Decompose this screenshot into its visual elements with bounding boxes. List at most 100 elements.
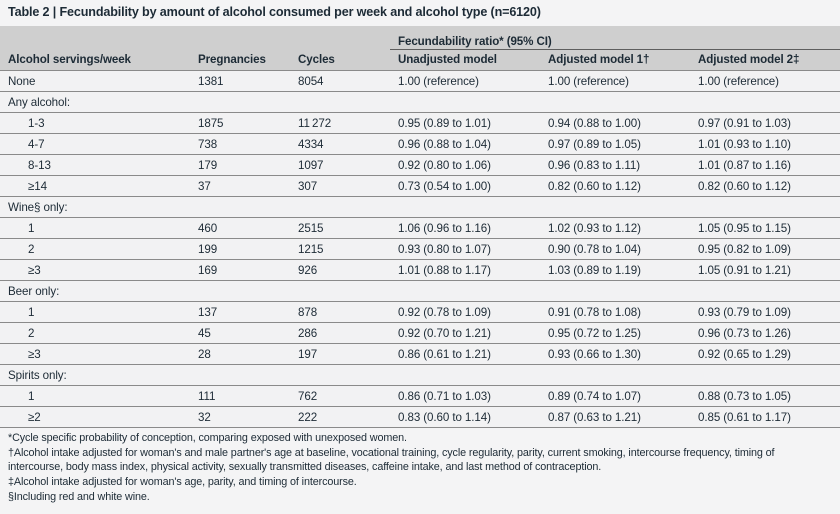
column-header-cycles: Cycles — [290, 49, 390, 71]
cell-servings-label: Any alcohol: — [0, 91, 190, 113]
cell-pregnancies: 45 — [190, 322, 290, 344]
table-row: ≥14 37 307 0.73 (0.54 to 1.00) 0.82 (0.60 to… — [0, 175, 840, 197]
table-row: 1 137 878 0.92 (0.78 to 1.09) 0.91 (0.78 to … — [0, 301, 840, 323]
column-header-adjusted-model-2: Adjusted model 2‡ — [690, 49, 840, 71]
fecundability-table: Fecundability ratio* (95% CI) Alcohol se… — [0, 26, 840, 428]
cell-pregnancies: 32 — [190, 406, 290, 428]
cell-unadjusted-model: 0.92 (0.70 to 1.21) — [390, 322, 540, 344]
cell-adjusted-model-1: 0.94 (0.88 to 1.00) — [540, 112, 690, 134]
cell-adjusted-model-1: 0.89 (0.74 to 1.07) — [540, 385, 690, 407]
cell-unadjusted-model: 0.96 (0.88 to 1.04) — [390, 133, 540, 155]
cell-pregnancies: 738 — [190, 133, 290, 155]
cell-cycles: 762 — [290, 385, 390, 407]
cell-adjusted-model-2: 1.01 (0.93 to 1.10) — [690, 133, 840, 155]
cell-cycles: 926 — [290, 259, 390, 281]
group-header-spacer-1 — [190, 26, 290, 50]
cell-unadjusted-model: 1.01 (0.88 to 1.17) — [390, 259, 540, 281]
cell-servings-label: 8-13 — [0, 154, 190, 176]
table-group-row: Wine§ only: — [0, 196, 840, 218]
cell-servings-label: Spirits only: — [0, 364, 190, 386]
cell-adjusted-model-2: 0.93 (0.79 to 1.09) — [690, 301, 840, 323]
cell-unadjusted-model: 0.86 (0.61 to 1.21) — [390, 343, 540, 365]
cell-cycles: 878 — [290, 301, 390, 323]
footnote-2: †Alcohol intake adjusted for woman's and… — [8, 446, 775, 474]
table-row: ≥3 28 197 0.86 (0.61 to 1.21) 0.93 (0.66 to … — [0, 343, 840, 365]
cell-pregnancies: 111 — [190, 385, 290, 407]
cell-unadjusted-model: 0.73 (0.54 to 1.00) — [390, 175, 540, 197]
cell-adjusted-model-2: 1.00 (reference) — [690, 70, 840, 92]
cell-servings-label: 1 — [0, 217, 190, 239]
cell-cycles — [290, 280, 390, 302]
cell-adjusted-model-1: 0.95 (0.72 to 1.25) — [540, 322, 690, 344]
table-head: Fecundability ratio* (95% CI) Alcohol se… — [0, 26, 840, 71]
cell-adjusted-model-1: 0.82 (0.60 to 1.12) — [540, 175, 690, 197]
cell-servings-label: 1 — [0, 385, 190, 407]
cell-unadjusted-model: 0.92 (0.78 to 1.09) — [390, 301, 540, 323]
table-row: 2 199 1215 0.93 (0.80 to 1.07) 0.90 (0.78 to… — [0, 238, 840, 260]
cell-adjusted-model-1: 0.93 (0.66 to 1.30) — [540, 343, 690, 365]
group-header-row: Fecundability ratio* (95% CI) — [0, 26, 840, 50]
cell-pregnancies: 137 — [190, 301, 290, 323]
table-row: 2 45 286 0.92 (0.70 to 1.21) 0.95 (0.72 to 1… — [0, 322, 840, 344]
cell-pregnancies: 1875 — [190, 112, 290, 134]
cell-unadjusted-model: 0.92 (0.80 to 1.06) — [390, 154, 540, 176]
cell-servings-label: Beer only: — [0, 280, 190, 302]
cell-cycles: 1215 — [290, 238, 390, 260]
cell-adjusted-model-1 — [540, 364, 690, 386]
cell-servings-label: 1 — [0, 301, 190, 323]
table-group-row: Beer only: — [0, 280, 840, 302]
cell-adjusted-model-2: 0.92 (0.65 to 1.29) — [690, 343, 840, 365]
cell-cycles: 11 272 — [290, 112, 390, 134]
column-header-adjusted-model-1: Adjusted model 1† — [540, 49, 690, 71]
cell-pregnancies: 199 — [190, 238, 290, 260]
cell-pregnancies — [190, 91, 290, 113]
cell-adjusted-model-1: 0.87 (0.63 to 1.21) — [540, 406, 690, 428]
cell-adjusted-model-2 — [690, 91, 840, 113]
cell-cycles: 4334 — [290, 133, 390, 155]
cell-adjusted-model-2: 0.96 (0.73 to 1.26) — [690, 322, 840, 344]
cell-unadjusted-model: 0.86 (0.71 to 1.03) — [390, 385, 540, 407]
cell-adjusted-model-2 — [690, 196, 840, 218]
cell-unadjusted-model: 0.93 (0.80 to 1.07) — [390, 238, 540, 260]
cell-adjusted-model-2: 0.88 (0.73 to 1.05) — [690, 385, 840, 407]
cell-adjusted-model-1: 1.02 (0.93 to 1.12) — [540, 217, 690, 239]
cell-cycles: 8054 — [290, 70, 390, 92]
table-row: 8-13 179 1097 0.92 (0.80 to 1.06) 0.96 (0.83… — [0, 154, 840, 176]
cell-servings-label: 2 — [0, 322, 190, 344]
cell-cycles — [290, 91, 390, 113]
table-row: 4-7 738 4334 0.96 (0.88 to 1.04) 0.97 (0.89 … — [0, 133, 840, 155]
cell-adjusted-model-2: 0.97 (0.91 to 1.03) — [690, 112, 840, 134]
cell-adjusted-model-1 — [540, 91, 690, 113]
cell-adjusted-model-1 — [540, 196, 690, 218]
footnote-3: ‡Alcohol intake adjusted for woman's age… — [8, 476, 357, 489]
cell-servings-label: 1-3 — [0, 112, 190, 134]
cell-cycles — [290, 364, 390, 386]
column-header-unadjusted-model: Unadjusted model — [390, 49, 540, 71]
table-row: ≥2 32 222 0.83 (0.60 to 1.14) 0.87 (0.63 to … — [0, 406, 840, 428]
cell-adjusted-model-1: 1.03 (0.89 to 1.19) — [540, 259, 690, 281]
cell-servings-label: ≥3 — [0, 343, 190, 365]
cell-pregnancies: 37 — [190, 175, 290, 197]
cell-unadjusted-model: 1.06 (0.96 to 1.16) — [390, 217, 540, 239]
group-header-spacer-0 — [0, 26, 190, 50]
cell-adjusted-model-2: 0.82 (0.60 to 1.12) — [690, 175, 840, 197]
footnote-1: *Cycle specific probability of conceptio… — [8, 432, 407, 444]
cell-unadjusted-model — [390, 196, 540, 218]
cell-servings-label: ≥2 — [0, 406, 190, 428]
cell-pregnancies — [190, 364, 290, 386]
table-title: Table 2 | Fecundability by amount of alc… — [0, 0, 840, 26]
footnote-4: §Including red and white wine. — [8, 490, 150, 503]
cell-pregnancies: 179 — [190, 154, 290, 176]
cell-servings-label: 2 — [0, 238, 190, 260]
table-row: 1 460 2515 1.06 (0.96 to 1.16) 1.02 (0.93 to… — [0, 217, 840, 239]
cell-pregnancies: 1381 — [190, 70, 290, 92]
table-group-row: Spirits only: — [0, 364, 840, 386]
table-row: ≥3 169 926 1.01 (0.88 to 1.17) 1.03 (0.89 to… — [0, 259, 840, 281]
table-group-row: Any alcohol: — [0, 91, 840, 113]
cell-adjusted-model-1: 1.00 (reference) — [540, 70, 690, 92]
cell-pregnancies: 460 — [190, 217, 290, 239]
cell-cycles: 2515 — [290, 217, 390, 239]
cell-unadjusted-model: 0.83 (0.60 to 1.14) — [390, 406, 540, 428]
cell-servings-label: ≥3 — [0, 259, 190, 281]
